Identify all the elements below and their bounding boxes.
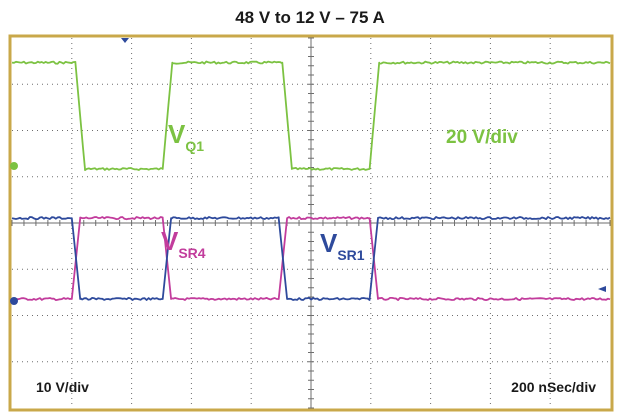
- trace-vsr4: [11, 216, 611, 302]
- vsr4-label: VSR4: [161, 226, 206, 261]
- waveform-traces: [11, 60, 611, 302]
- ch1-ground-marker-icon: [10, 162, 18, 170]
- chart-title: 48 V to 12 V – 75 A: [235, 8, 385, 27]
- trigger-marker-icon: [121, 38, 129, 43]
- trace-vsr1: [11, 216, 611, 301]
- vsr1-label: VSR1: [320, 228, 365, 263]
- ch2-ground-marker-icon: [10, 297, 18, 305]
- voltage-scale-label: 10 V/div: [36, 379, 89, 395]
- trace-vq1: [11, 60, 611, 172]
- vq1-label: VQ1: [168, 119, 204, 154]
- vq1-scale-label: 20 V/div: [446, 127, 518, 148]
- timebase-label: 200 nSec/div: [511, 379, 596, 395]
- trigger-level-marker-icon: [598, 286, 606, 292]
